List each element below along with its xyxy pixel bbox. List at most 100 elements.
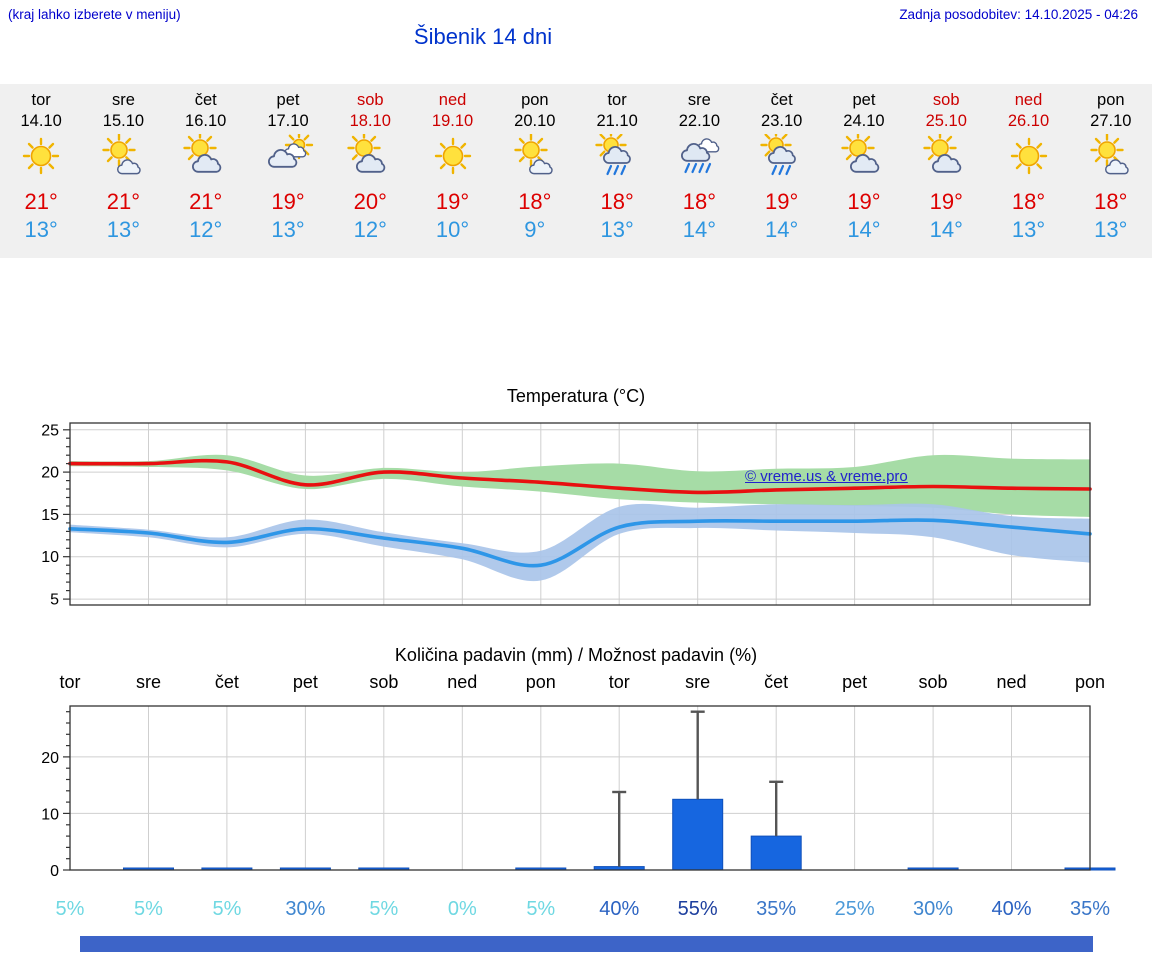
day-date: 23.10 [761,111,803,130]
page-title: Šibenik 14 dni [413,24,553,49]
svg-text:5: 5 [50,592,59,609]
day-name: sre [687,91,711,109]
precip-probability: 5% [134,897,163,920]
high-temp: 19° [271,188,305,214]
sun-cloud-icon [823,133,905,184]
day-name: čet [194,91,217,109]
sun-small-cloud-icon [1070,133,1152,184]
forecast-day-23.10[interactable]: čet 23.10 19° 14° [741,90,823,244]
day-date: 26.10 [1007,111,1050,130]
forecast-day-25.10[interactable]: sob 25.10 19° 14° [905,90,987,244]
day-name: pon [1097,91,1125,109]
day-date: 20.10 [514,111,556,130]
low-temp: 13° [600,216,634,242]
day-date: 16.10 [185,111,227,130]
day-date: 15.10 [102,111,145,130]
day-name: pon [521,91,549,109]
precip-day-label: sob [369,671,399,692]
precip-day-label: sob [918,671,948,692]
forecast-day-24.10[interactable]: pet 24.10 19° 14° [823,90,905,244]
svg-text:20: 20 [41,750,59,767]
precip-probability: 40% [991,897,1032,920]
day-date: 21.10 [596,111,638,130]
precip-probability: 5% [369,897,399,920]
high-temp: 19° [847,188,881,214]
forecast-day-27.10[interactable]: pon 27.10 18° 13° [1070,90,1152,244]
low-temp: 14° [929,216,963,242]
forecast-strip: tor 14.10 21° 13° sre 15.10 21° 13° čet 16.10 21° 1… [0,84,1152,258]
day-name: pet [852,91,876,109]
day-date: 19.10 [431,111,474,130]
day-name: pet [276,91,300,109]
low-temp: 12° [189,216,223,242]
precip-probability: 25% [834,897,875,920]
svg-text:0: 0 [50,863,59,880]
day-name: tor [31,91,51,109]
day-name: čet [770,91,793,109]
precip-probability: 5% [526,897,556,920]
forecast-day-17.10[interactable]: pet 17.10 19° 13° [247,90,329,244]
forecast-day-22.10[interactable]: sre 22.10 18° 14° [658,90,740,244]
forecast-day-19.10[interactable]: ned 19.10 19° 10° [411,90,493,244]
low-temp: 14° [682,216,717,242]
day-date: 17.10 [267,111,309,130]
high-temp: 20° [353,188,387,214]
precip-day-label: sre [135,671,161,692]
low-temp: 13° [106,216,141,242]
watermark-link[interactable]: © vreme.us & vreme.pro [745,467,908,485]
sun-cloud-icon [329,133,411,184]
precip-chart-title: Količina padavin (mm) / Možnost padavin … [394,644,758,665]
day-date: 25.10 [925,111,967,130]
svg-text:15: 15 [41,507,59,524]
precip-probability: 5% [212,897,242,920]
sun-small-cloud-icon [494,133,576,184]
day-name: sob [932,91,960,109]
last-update: Zadnja posodobitev: 14.10.2025 - 04:26 [899,7,1138,22]
footer-bar [80,936,1093,952]
day-name: sre [111,91,135,109]
forecast-day-16.10[interactable]: čet 16.10 21° 12° [165,90,247,244]
forecast-day-15.10[interactable]: sre 15.10 21° 13° [82,90,164,244]
high-temp: 19° [765,188,799,214]
low-temp: 13° [24,216,58,242]
temp-chart-wrap: 5 10 15 20 25 © vreme.us & vreme.pro [0,413,1152,615]
precip-probability: 30% [285,897,326,920]
precip-probability: 40% [599,897,640,920]
low-temp: 13° [271,216,305,242]
forecast-day-20.10[interactable]: pon 20.10 18° 9° [494,90,576,244]
low-temp: 13° [1011,216,1046,242]
day-date: 18.10 [349,111,391,130]
svg-text:10: 10 [41,549,59,566]
sun-icon [987,134,1069,184]
forecast-day-21.10[interactable]: tor 21.10 18° 13° [576,90,658,244]
day-date: 14.10 [20,111,62,130]
sun-icon [0,134,82,184]
temperature-chart: 5 10 15 20 25 [41,422,1092,609]
precip-day-label: čet [214,671,239,692]
forecast-day-14.10[interactable]: tor 14.10 21° 13° [0,90,82,244]
low-temp: 9° [524,216,546,242]
high-temp: 21° [106,188,141,214]
precip-day-labels: tor sre čet pet sob ned pon tor sre čet pet sob ned p… [0,672,1152,698]
precip-day-label: pon [525,671,556,692]
day-name: ned [438,91,467,109]
high-temp: 18° [518,188,552,214]
menu-hint: (kraj lahko izberete v meniju) [8,7,181,22]
forecast-day-18.10[interactable]: sob 18.10 20° 12° [329,90,411,244]
precip-probability: 30% [913,897,954,920]
precip-probability: 0% [447,897,477,920]
day-name: sob [356,91,384,109]
svg-text:25: 25 [41,422,59,439]
sun-small-cloud-icon [82,133,164,184]
high-temp: 21° [24,188,58,214]
precip-day-label: čet [764,671,789,692]
precip-day-label: sre [685,671,711,692]
cloudy-icon [247,133,329,184]
low-temp: 14° [765,216,799,242]
sun-cloud-rain-icon [576,133,658,184]
high-temp: 19° [435,188,470,214]
forecast-day-26.10[interactable]: ned 26.10 18° 13° [987,90,1069,244]
sun-cloud-icon [905,133,987,184]
high-temp: 18° [1011,188,1046,214]
low-temp: 14° [847,216,881,242]
